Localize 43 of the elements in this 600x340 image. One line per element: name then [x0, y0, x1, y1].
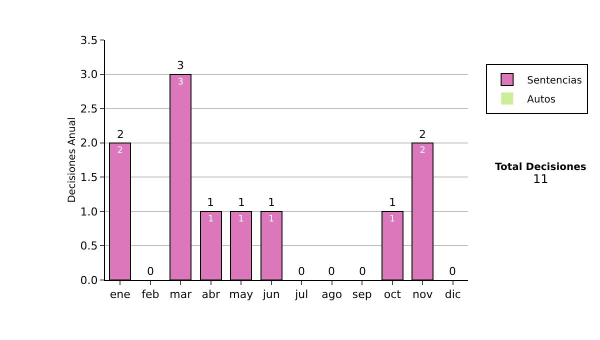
total-label: 3	[177, 59, 184, 72]
y-tick-label: 3.0	[80, 68, 98, 82]
x-tick-label: nov	[412, 288, 434, 302]
x-tick-label: abr	[202, 288, 220, 302]
data-label: 3	[178, 77, 184, 88]
x-tick-label: may	[229, 288, 254, 302]
total-label: 1	[268, 196, 275, 209]
x-tick-label: mar	[170, 288, 192, 302]
total-label: 0	[328, 265, 335, 278]
y-tick-label: 0.5	[80, 240, 98, 253]
x-tick-label: sep	[352, 288, 372, 302]
y-tick-label: 0.0	[80, 274, 98, 287]
y-tick-label: 1.5	[80, 170, 98, 184]
x-tick-label: ago	[322, 288, 342, 302]
y-tick-label: 2.0	[80, 136, 98, 150]
data-label: 1	[390, 214, 396, 224]
x-tick-label: feb	[142, 288, 160, 302]
data-label: 1	[268, 214, 274, 224]
total-label: 1	[238, 196, 245, 209]
y-axis-title: Decisiones Anual	[67, 117, 78, 203]
total-label: 1	[389, 196, 396, 209]
total-label: 2	[117, 128, 124, 141]
total-label: 0	[359, 265, 366, 278]
x-tick-label: dic	[444, 288, 461, 302]
data-label: 1	[238, 214, 244, 224]
legend-label: Autos	[527, 94, 556, 106]
data-label: 2	[420, 146, 426, 156]
x-tick-label: jul	[294, 288, 308, 302]
y-tick-label: 1.0	[80, 205, 98, 218]
legend-label: Sentencias	[527, 75, 582, 86]
data-label: 1	[208, 214, 214, 224]
x-tick-label: jun	[262, 288, 280, 302]
y-tick-label: 2.5	[80, 102, 98, 116]
total-label: 2	[419, 128, 426, 141]
x-tick-label: ene	[110, 288, 131, 302]
y-tick-label: 3.5	[80, 34, 98, 47]
total-label: 1	[207, 196, 214, 209]
total-label: 0	[298, 265, 305, 278]
total-label: 0	[147, 265, 154, 278]
data-label: 2	[117, 146, 123, 156]
total-label: 0	[449, 265, 456, 278]
text: Total Decisiones 11	[495, 162, 586, 186]
x-tick-label: oct	[384, 288, 402, 302]
